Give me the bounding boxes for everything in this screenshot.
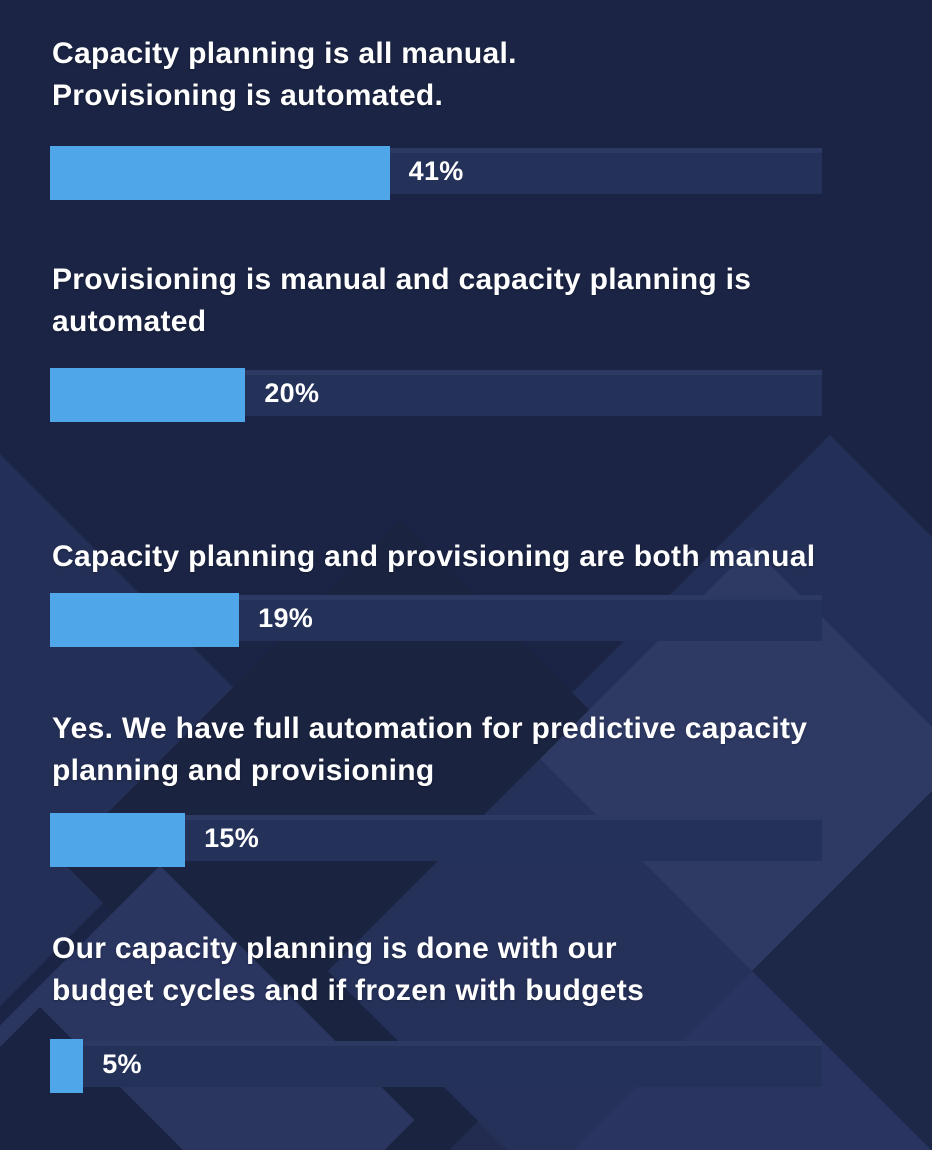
value-label: 19%: [258, 603, 314, 633]
bar-track: 19%: [50, 593, 822, 647]
survey-response-row: Provisioning is manual and capacity plan…: [50, 259, 912, 422]
value-label: 20%: [264, 378, 320, 408]
bar-fill: [50, 593, 240, 647]
response-label: Provisioning is manual and capacity plan…: [52, 263, 752, 338]
value-label: 5%: [102, 1049, 142, 1079]
bar-fill: [50, 146, 390, 200]
bar-fill: [50, 368, 246, 422]
response-label: Capacity planning and provisioning are b…: [52, 540, 816, 573]
survey-response-row: Our capacity planning is done with our b…: [50, 928, 912, 1093]
survey-response-row: Capacity planning and provisioning are b…: [50, 536, 912, 647]
bar-track: 41%: [50, 146, 822, 200]
survey-response-row: Yes. We have full automation for predict…: [50, 708, 912, 867]
survey-response-row: Capacity planning is all manual. Provisi…: [50, 33, 912, 200]
response-label: Our capacity planning is done with our b…: [52, 932, 645, 1007]
response-label: Yes. We have full automation for predict…: [52, 712, 808, 787]
value-label: 41%: [408, 156, 464, 186]
bar-fill: [50, 813, 186, 867]
response-label: Capacity planning is all manual. Provisi…: [52, 37, 517, 112]
value-label: 15%: [204, 823, 260, 853]
bar-track: 5%: [50, 1039, 822, 1093]
bar-track: 15%: [50, 813, 822, 867]
bar-fill: [50, 1039, 84, 1093]
bar-track: 20%: [50, 368, 822, 422]
